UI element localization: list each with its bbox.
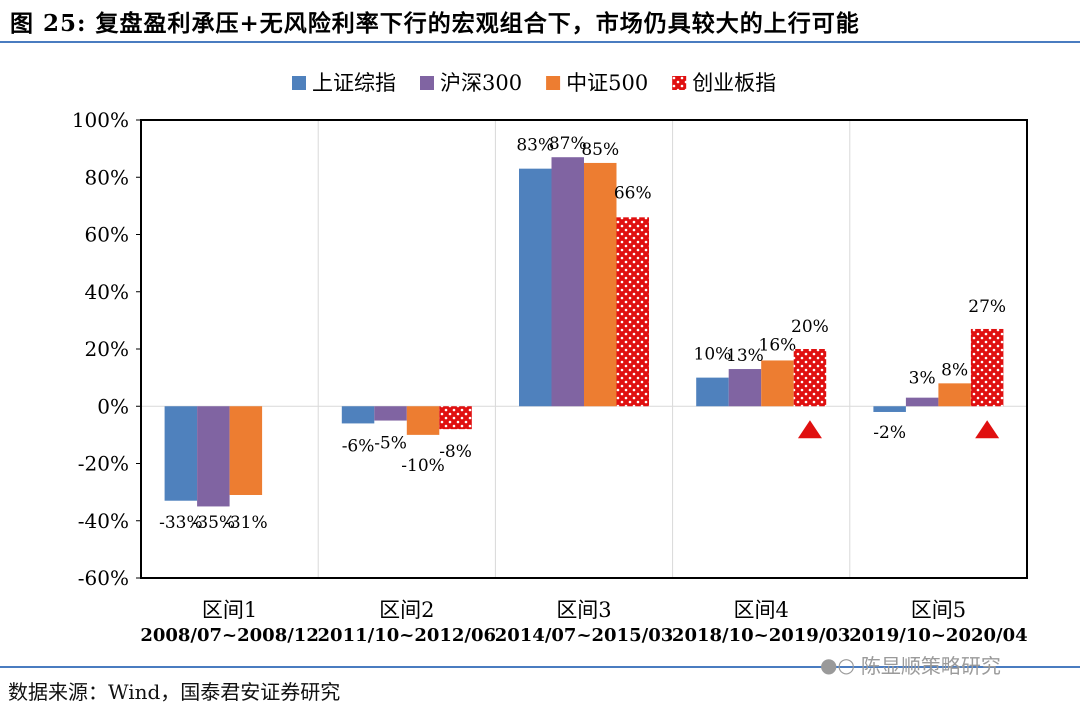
bar xyxy=(793,349,827,407)
watermark: ●○ 陈显顺策略研究 xyxy=(820,650,1001,679)
data-label: 83% xyxy=(516,136,554,156)
bar xyxy=(229,406,263,495)
bar xyxy=(905,397,939,407)
x-date-label: 2019/10~2020/04 xyxy=(849,625,1028,646)
data-label: 8% xyxy=(941,360,968,380)
data-label: 10% xyxy=(694,345,732,365)
bar xyxy=(197,406,230,507)
y-tick-label: -20% xyxy=(78,452,129,476)
y-tick-label: -40% xyxy=(78,509,129,533)
bar xyxy=(970,328,1004,407)
data-label: 3% xyxy=(909,369,936,389)
y-tick-label: 40% xyxy=(85,280,129,304)
bar xyxy=(406,406,440,435)
y-tick-label: 20% xyxy=(85,337,129,361)
data-label: -31% xyxy=(224,513,268,533)
bar xyxy=(873,406,906,412)
bottom-rule xyxy=(0,666,1080,668)
bar xyxy=(584,162,617,407)
x-category-label: 区间3 xyxy=(556,598,611,622)
bar xyxy=(938,383,971,407)
data-label: -10% xyxy=(401,456,445,476)
legend-swatch xyxy=(672,76,687,90)
x-date-label: 2008/07~2008/12 xyxy=(140,625,319,646)
title-rule xyxy=(0,41,1080,43)
data-source: 数据来源：Wind，国泰君安证券研究 xyxy=(8,680,341,704)
legend-item: 沪深300 xyxy=(440,71,522,95)
bar xyxy=(761,360,794,407)
legend-swatch xyxy=(292,76,306,90)
x-date-label: 2018/10~2019/03 xyxy=(672,625,851,646)
data-label: -35% xyxy=(192,513,236,533)
data-label: -33% xyxy=(159,513,203,533)
data-label: -8% xyxy=(439,442,472,462)
bar xyxy=(696,377,729,407)
x-date-label: 2014/07~2015/03 xyxy=(495,625,674,646)
data-label: 27% xyxy=(968,297,1006,317)
data-label: -5% xyxy=(374,434,407,454)
x-category-label: 区间4 xyxy=(734,598,789,622)
data-label: 20% xyxy=(791,317,829,337)
bar xyxy=(728,369,762,407)
data-label: 85% xyxy=(581,140,619,160)
data-label: 16% xyxy=(759,335,797,355)
legend-swatch xyxy=(420,76,434,90)
y-tick-label: 0% xyxy=(97,394,129,418)
x-category-label: 区间2 xyxy=(379,598,434,622)
bar xyxy=(374,406,407,421)
bar xyxy=(551,157,584,407)
data-label: 66% xyxy=(614,183,652,203)
wechat-icon: ●○ xyxy=(820,652,855,677)
bar xyxy=(519,168,552,407)
x-category-label: 区间1 xyxy=(202,598,257,622)
plot-frame xyxy=(140,119,1028,579)
up-triangle-icon xyxy=(975,420,1000,439)
y-tick-label: 80% xyxy=(85,165,129,189)
y-tick-label: 60% xyxy=(85,223,129,247)
bar xyxy=(616,217,649,407)
legend-item: 中证500 xyxy=(566,71,648,95)
y-tick-label: 100% xyxy=(72,108,129,132)
y-tick-label: -60% xyxy=(78,566,129,590)
data-label: 87% xyxy=(549,134,587,154)
legend-item: 创业板指 xyxy=(692,71,776,95)
data-label: -6% xyxy=(342,436,375,456)
watermark-text: 陈显顺策略研究 xyxy=(860,654,1001,678)
data-label: -2% xyxy=(873,423,906,443)
x-category-label: 区间5 xyxy=(911,598,966,622)
bar-chart: 上证综指 沪深300 中证500 创业板指 -60% -40% -20% 0% 20% 40% 6… xyxy=(72,71,1028,646)
bar xyxy=(439,406,472,430)
x-date-label: 2011/10~2012/06 xyxy=(318,625,497,646)
bar xyxy=(341,406,375,424)
up-triangle-icon xyxy=(797,420,822,439)
legend-swatch xyxy=(546,76,561,90)
legend-item: 上证综指 xyxy=(312,71,396,95)
figure-title: 图 25: 复盘盈利承压+无风险利率下行的宏观组合下，市场仍具较大的上行可能 xyxy=(10,10,860,37)
bar xyxy=(164,406,198,501)
data-label: 13% xyxy=(726,346,764,366)
chart-legend: 上证综指 沪深300 中证500 创业板指 xyxy=(292,71,776,95)
